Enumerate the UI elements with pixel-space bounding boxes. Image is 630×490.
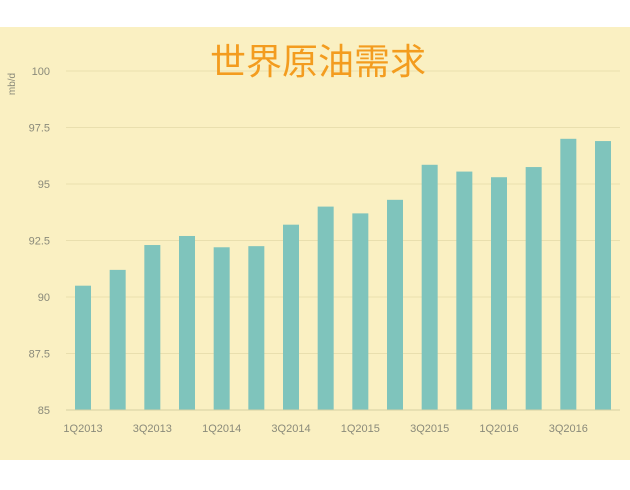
- x-tick-label: 1Q2016: [479, 423, 518, 435]
- bar-1Q2014: [213, 247, 230, 410]
- bar-2Q2016: [525, 167, 542, 410]
- chart: 85 87.5 90 92.5 95 97.5 100 1Q2013 3Q2013 1Q2014…: [7, 42, 620, 435]
- bar-4Q2016: [595, 141, 611, 410]
- bar-2Q2014: [248, 246, 265, 410]
- bar-1Q2013: [75, 285, 91, 410]
- bar-2Q2013: [109, 269, 126, 410]
- y-tick-label: 97.5: [29, 123, 50, 135]
- y-axis-ticks: 85 87.5 90 92.5 95 97.5 100: [29, 66, 50, 417]
- y-tick-label: 100: [32, 66, 50, 78]
- y-tick-label: 90: [38, 292, 50, 304]
- chart-panel: 85 87.5 90 92.5 95 97.5 100 1Q2013 3Q2013 1Q2014…: [0, 27, 630, 460]
- bar-4Q2014: [317, 206, 334, 410]
- bar-1Q2015: [352, 213, 369, 410]
- y-tick-label: 85: [38, 405, 50, 417]
- bar-3Q2016: [560, 138, 577, 411]
- y-tick-label: 95: [38, 179, 50, 191]
- bar-3Q2013: [144, 245, 161, 410]
- bar-3Q2014: [283, 224, 299, 410]
- bars: [75, 138, 611, 411]
- x-tick-label: 1Q2014: [202, 423, 241, 435]
- bar-3Q2015: [421, 164, 438, 410]
- x-tick-label: 1Q2013: [63, 423, 102, 435]
- y-axis-title: mb/d: [7, 73, 18, 95]
- bar-1Q2016: [491, 177, 507, 410]
- x-axis-ticks: 1Q2013 3Q2013 1Q2014 3Q2014 1Q2015 3Q2015 1Q20…: [63, 423, 587, 435]
- x-tick-label: 1Q2015: [341, 423, 380, 435]
- bar-4Q2013: [179, 235, 195, 410]
- chart-title: 世界原油需求: [210, 42, 426, 83]
- x-tick-label: 3Q2014: [271, 423, 310, 435]
- bar-4Q2015: [456, 171, 473, 410]
- x-tick-label: 3Q2013: [133, 423, 172, 435]
- y-tick-label: 87.5: [29, 349, 50, 361]
- bar-2Q2015: [387, 199, 403, 410]
- x-tick-label: 3Q2015: [410, 423, 449, 435]
- x-tick-label: 3Q2016: [549, 423, 588, 435]
- y-tick-label: 92.5: [29, 236, 50, 248]
